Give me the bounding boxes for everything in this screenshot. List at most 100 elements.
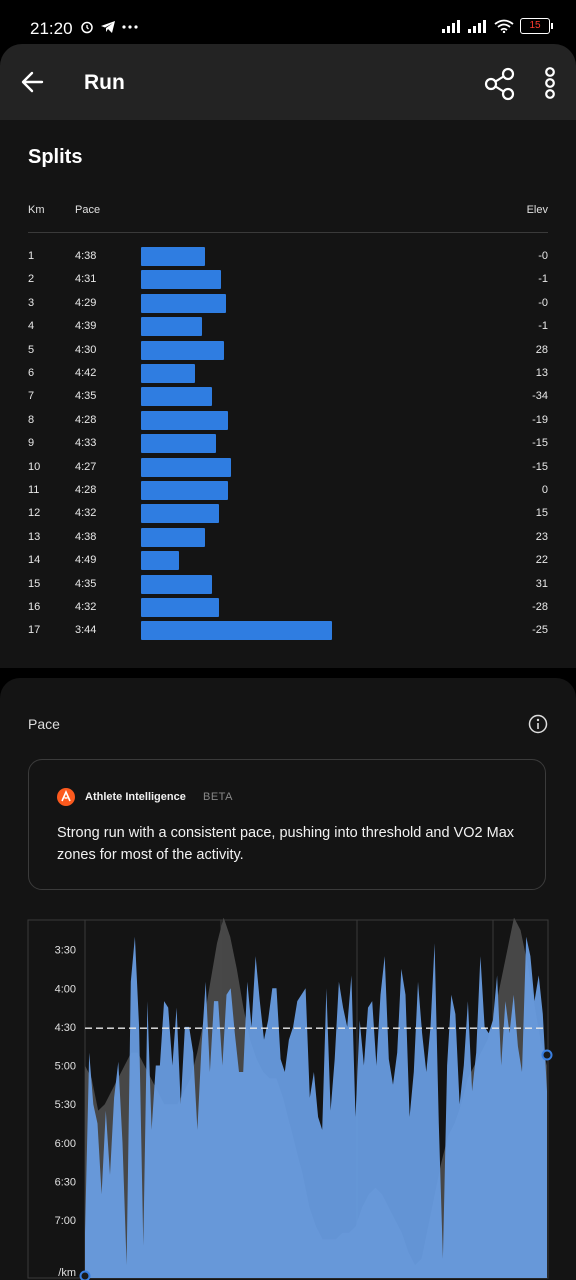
split-km: 16 xyxy=(28,601,41,613)
split-km: 4 xyxy=(28,320,35,333)
split-elev: -0 xyxy=(538,296,548,309)
y-tick-label: 5:00 xyxy=(55,1061,76,1073)
split-bar xyxy=(141,293,226,313)
split-row: 12 4:32 15 xyxy=(0,503,576,524)
split-pace: 3:44 xyxy=(75,624,97,637)
split-km: 11 xyxy=(28,484,40,496)
y-tick-label: 3:30 xyxy=(55,945,76,957)
split-km: 15 xyxy=(28,577,41,590)
split-km: 5 xyxy=(28,343,35,356)
chart-end-handle[interactable] xyxy=(541,1049,553,1061)
pace-section: Pace Athlete Intelligence BETA Strong ru… xyxy=(0,678,576,1280)
split-pace: 4:28 xyxy=(75,413,97,426)
y-tick-label: 4:00 xyxy=(55,983,76,995)
split-bar xyxy=(141,481,229,500)
split-km: 7 xyxy=(28,390,35,403)
signal-icon xyxy=(468,19,486,33)
info-icon xyxy=(528,714,548,734)
battery-level: 15 xyxy=(529,20,541,31)
y-tick-label: 7:00 xyxy=(55,1215,76,1227)
share-button[interactable] xyxy=(482,66,518,102)
strava-logo-icon xyxy=(57,788,75,806)
split-row: 13 4:38 23 xyxy=(0,527,576,547)
signal-icon xyxy=(442,19,460,33)
split-pace: 4:35 xyxy=(75,390,97,403)
split-km: 17 xyxy=(28,624,41,637)
split-bar xyxy=(141,410,229,430)
split-km: 9 xyxy=(28,437,35,450)
athlete-intelligence-name: Athlete Intelligence xyxy=(85,791,186,803)
split-km: 14 xyxy=(28,554,41,567)
pace-area xyxy=(85,936,547,1278)
status-right-icons: 15 xyxy=(442,18,553,34)
split-elev: -15 xyxy=(532,437,548,450)
split-pace: 4:30 xyxy=(75,343,97,356)
split-km: 1 xyxy=(28,250,35,262)
split-pace: 4:31 xyxy=(75,273,97,286)
split-bar xyxy=(141,457,231,477)
split-pace: 4:32 xyxy=(75,507,97,520)
split-elev: -15 xyxy=(532,460,548,473)
split-elev: 15 xyxy=(535,507,548,520)
split-km: 2 xyxy=(28,273,35,286)
split-km: 10 xyxy=(28,460,41,473)
split-pace: 4:32 xyxy=(75,601,97,613)
split-elev: -19 xyxy=(532,413,548,426)
split-row: 16 4:32 -28 xyxy=(0,597,576,617)
pace-title: Pace xyxy=(28,716,60,732)
split-km: 8 xyxy=(28,413,35,426)
arrow-left-icon xyxy=(21,71,44,93)
split-row: 17 3:44 -25 xyxy=(0,620,576,641)
split-row: 10 4:27 -15 xyxy=(0,457,576,477)
split-km: 13 xyxy=(28,530,41,543)
pace-chart: 3:30 4:00 4:30 5:00 5:30 6:00 6:30 7:00/km xyxy=(27,918,553,1280)
split-pace: 4:35 xyxy=(75,577,97,590)
splits-section: Splits Km Pace Elev 1 4:38 -0 2 4:31 -1 3 4:29 -… xyxy=(0,120,576,668)
split-elev: 28 xyxy=(535,343,548,356)
beta-badge: BETA xyxy=(203,791,233,803)
split-row: 8 4:28 -19 xyxy=(0,410,576,430)
split-bar xyxy=(141,621,332,641)
column-header-km: Km xyxy=(28,204,45,216)
more-vertical-icon xyxy=(545,67,555,99)
athlete-intelligence-card[interactable]: Athlete Intelligence BETA Strong run wit… xyxy=(28,759,546,890)
split-row: 15 4:35 31 xyxy=(0,574,576,594)
split-bar xyxy=(141,551,179,571)
column-header-elev: Elev xyxy=(526,204,548,216)
splits-divider xyxy=(28,232,548,233)
split-pace: 4:27 xyxy=(75,460,97,473)
split-pace: 4:28 xyxy=(75,484,97,496)
split-bar xyxy=(141,574,212,594)
split-row: 3 4:29 -0 xyxy=(0,293,576,313)
share-icon xyxy=(484,67,515,101)
more-button[interactable] xyxy=(538,66,562,102)
split-elev: 0 xyxy=(541,484,548,496)
split-pace: 4:33 xyxy=(75,437,97,450)
split-row: 2 4:31 -1 xyxy=(0,269,576,290)
info-button[interactable] xyxy=(528,714,548,734)
split-row: 14 4:49 22 xyxy=(0,550,576,571)
battery-icon: 15 xyxy=(520,18,553,34)
split-bar xyxy=(141,527,205,547)
split-km: 6 xyxy=(28,367,35,379)
split-bar xyxy=(141,340,224,360)
wifi-icon xyxy=(494,19,514,33)
split-km: 3 xyxy=(28,296,35,309)
back-button[interactable] xyxy=(18,64,52,100)
split-km: 12 xyxy=(28,507,41,520)
chart-start-handle[interactable] xyxy=(79,1270,91,1280)
y-tick-label: 5:30 xyxy=(55,1099,76,1111)
split-bar xyxy=(141,317,203,337)
split-elev: -28 xyxy=(532,601,548,613)
split-row: 9 4:33 -15 xyxy=(0,433,576,454)
split-pace: 4:49 xyxy=(75,554,97,567)
more-dots-icon xyxy=(122,25,138,29)
split-pace: 4:38 xyxy=(75,530,97,543)
split-bar xyxy=(141,270,222,290)
split-pace: 4:42 xyxy=(75,367,97,379)
y-axis-unit: /km xyxy=(58,1267,76,1279)
page-title: Run xyxy=(84,71,125,94)
split-row: 1 4:38 -0 xyxy=(0,246,576,266)
split-elev: -0 xyxy=(538,250,548,262)
split-elev: 31 xyxy=(535,577,548,590)
